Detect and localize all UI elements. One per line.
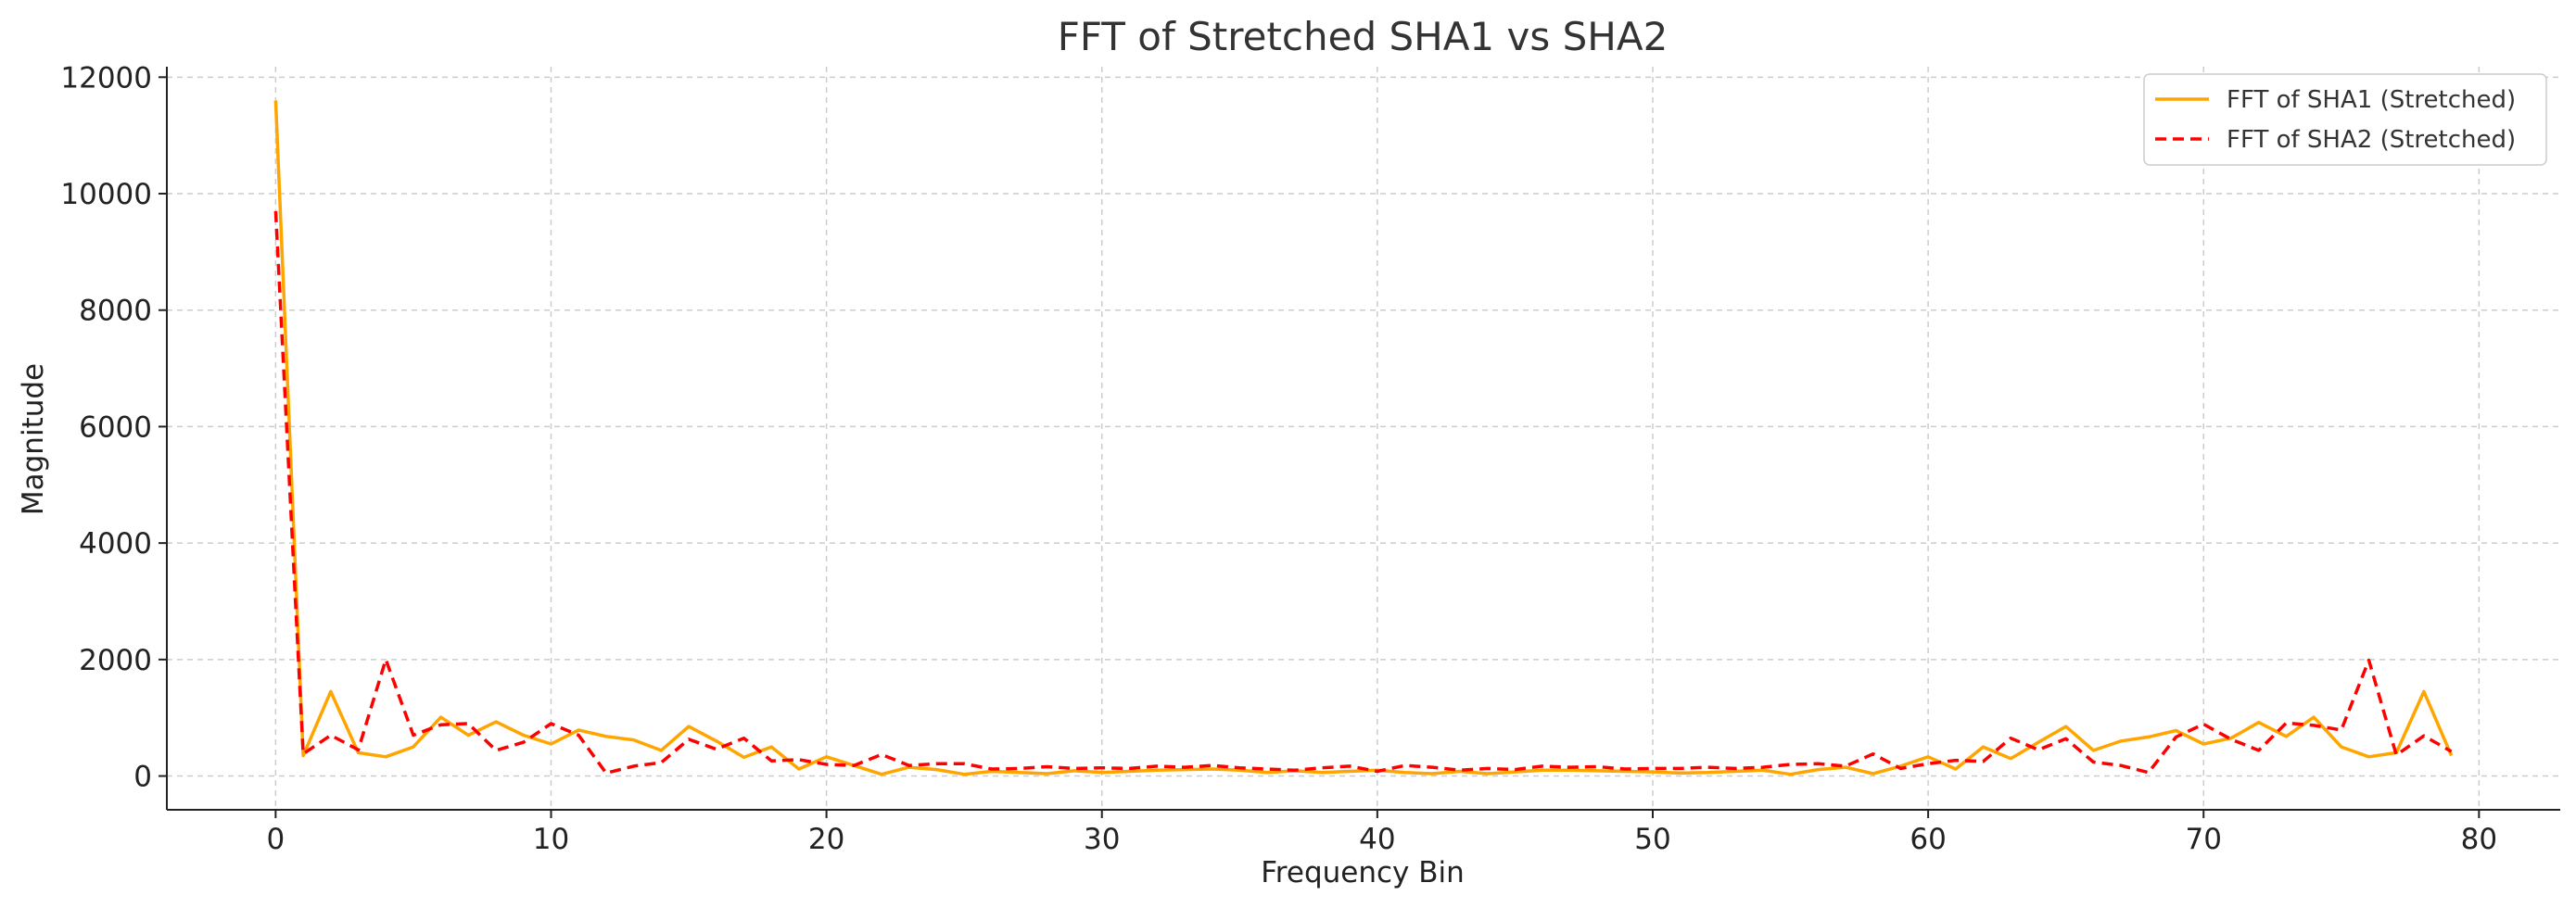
y-axis-label: Magnitude <box>17 363 50 515</box>
x-tick-label: 60 <box>1910 823 1946 856</box>
y-tick-label: 10000 <box>60 178 152 211</box>
legend-label-sha1: FFT of SHA1 (Stretched) <box>2227 86 2516 114</box>
x-tick-label: 50 <box>1634 823 1670 856</box>
x-tick-label: 0 <box>266 823 285 856</box>
grid <box>167 67 2560 810</box>
x-tick-label: 30 <box>1084 823 1120 856</box>
chart-title: FFT of Stretched SHA1 vs SHA2 <box>1058 14 1669 59</box>
axes <box>166 67 2560 811</box>
y-tick-label: 0 <box>133 761 152 794</box>
series-layer <box>273 100 2454 776</box>
x-tick-label: 20 <box>808 823 844 856</box>
legend: FFT of SHA1 (Stretched) FFT of SHA2 (Str… <box>2143 73 2547 166</box>
y-tick-label: 2000 <box>79 644 152 677</box>
series-line-sha1 <box>273 100 2454 776</box>
y-tick-label: 8000 <box>79 295 152 328</box>
legend-box <box>2143 73 2547 166</box>
x-axis-label: Frequency Bin <box>1261 856 1465 889</box>
x-tick-label: 40 <box>1359 823 1395 856</box>
x-tick-label: 70 <box>2185 823 2221 856</box>
y-ticks: 0 2000 4000 6000 8000 10000 12000 <box>60 61 167 794</box>
x-ticks: 0 10 20 30 40 50 60 70 80 <box>266 810 2497 856</box>
y-tick-label: 12000 <box>60 61 152 95</box>
legend-label-sha2: FFT of SHA2 (Stretched) <box>2227 126 2516 154</box>
x-tick-label: 10 <box>533 823 569 856</box>
series-line-sha2 <box>273 210 2453 776</box>
y-tick-label: 4000 <box>79 527 152 561</box>
y-tick-label: 6000 <box>79 410 152 444</box>
x-tick-label: 80 <box>2461 823 2497 856</box>
